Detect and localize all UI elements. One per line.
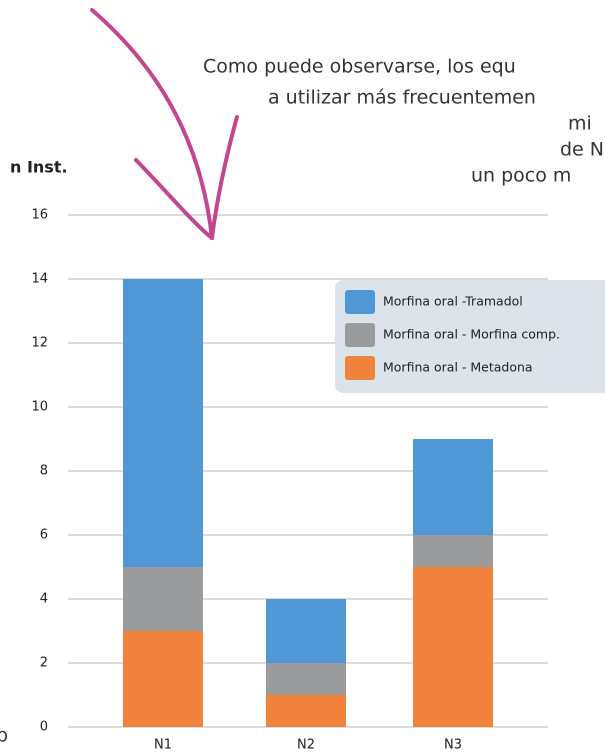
y-tick-label: 12 bbox=[31, 336, 48, 351]
bar-segment bbox=[413, 535, 493, 567]
annotation: a utilizar más frecuentemen bbox=[268, 87, 536, 109]
arrow-head bbox=[212, 117, 237, 238]
bar-segment bbox=[266, 599, 346, 663]
legend: Morfina oral - Metadona Morfina oral - Mo… bbox=[335, 280, 605, 393]
bar-segment bbox=[413, 439, 493, 535]
bar-segment bbox=[123, 279, 203, 567]
arrow-shaft bbox=[92, 10, 212, 238]
annotation: Como puede observarse, los equ bbox=[203, 56, 516, 78]
y-tick-label: 4 bbox=[40, 592, 48, 607]
arrow bbox=[92, 10, 237, 238]
y-tick-label: 16 bbox=[31, 208, 48, 223]
legend-label: Morfina oral - Morfina comp. bbox=[383, 327, 560, 342]
legend-label: Morfina oral - Metadona bbox=[383, 360, 533, 375]
annotation: de N bbox=[560, 139, 604, 161]
bar-segment bbox=[123, 567, 203, 631]
y-tick-label: 2 bbox=[40, 656, 48, 671]
y-tick-label: 10 bbox=[31, 400, 48, 415]
x-tick-label: N3 bbox=[444, 738, 462, 753]
y-tick-label: 14 bbox=[31, 272, 48, 287]
bar-segment bbox=[413, 567, 493, 727]
y-tick-label: 6 bbox=[40, 528, 48, 543]
bar-segment bbox=[123, 631, 203, 727]
bar-segment bbox=[266, 695, 346, 727]
legend-label: Morfina oral -Tramadol bbox=[383, 294, 523, 309]
y-tick-label: 8 bbox=[40, 464, 48, 479]
chart: n Inst. Como puede observarse, los equ a… bbox=[0, 0, 605, 753]
legend-swatch bbox=[345, 356, 375, 380]
annotation: un poco m bbox=[471, 165, 571, 187]
bar-segment bbox=[266, 663, 346, 695]
legend-swatch bbox=[345, 323, 375, 347]
x-tick-label: N2 bbox=[297, 738, 315, 753]
annotation: p bbox=[0, 725, 8, 747]
annotation: mi bbox=[568, 113, 592, 135]
legend-swatch bbox=[345, 290, 375, 314]
page: n Inst. Como puede observarse, los equ a… bbox=[0, 0, 605, 753]
x-tick-label: N1 bbox=[154, 738, 172, 753]
y-axis-label: n Inst. bbox=[10, 158, 68, 177]
y-tick-label: 0 bbox=[40, 720, 48, 735]
